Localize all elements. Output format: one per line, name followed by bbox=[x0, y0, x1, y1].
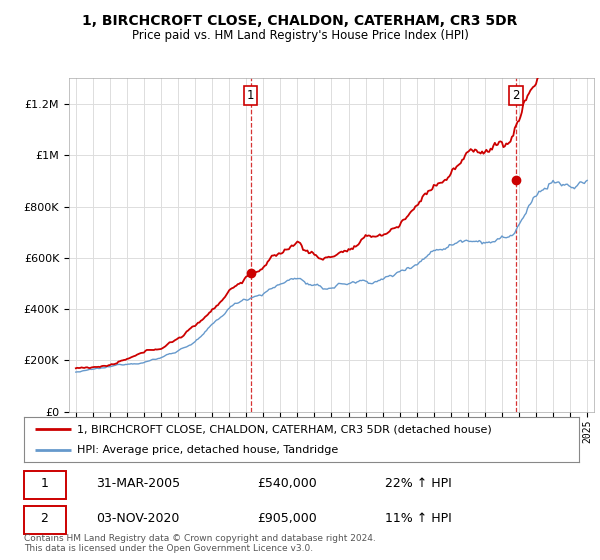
Text: 1, BIRCHCROFT CLOSE, CHALDON, CATERHAM, CR3 5DR: 1, BIRCHCROFT CLOSE, CHALDON, CATERHAM, … bbox=[82, 14, 518, 28]
Text: 03-NOV-2020: 03-NOV-2020 bbox=[96, 512, 179, 525]
Text: 11% ↑ HPI: 11% ↑ HPI bbox=[385, 512, 452, 525]
Text: £905,000: £905,000 bbox=[257, 512, 317, 525]
Text: Contains HM Land Registry data © Crown copyright and database right 2024.
This d: Contains HM Land Registry data © Crown c… bbox=[24, 534, 376, 553]
FancyBboxPatch shape bbox=[24, 506, 65, 534]
Text: 1: 1 bbox=[247, 88, 254, 101]
Text: 1: 1 bbox=[41, 477, 49, 490]
Text: 22% ↑ HPI: 22% ↑ HPI bbox=[385, 477, 452, 490]
Text: 31-MAR-2005: 31-MAR-2005 bbox=[96, 477, 180, 490]
Text: 2: 2 bbox=[512, 88, 520, 101]
Text: 2: 2 bbox=[41, 512, 49, 525]
Text: £540,000: £540,000 bbox=[257, 477, 317, 490]
Text: 1, BIRCHCROFT CLOSE, CHALDON, CATERHAM, CR3 5DR (detached house): 1, BIRCHCROFT CLOSE, CHALDON, CATERHAM, … bbox=[77, 424, 491, 435]
Text: HPI: Average price, detached house, Tandridge: HPI: Average price, detached house, Tand… bbox=[77, 445, 338, 455]
FancyBboxPatch shape bbox=[24, 472, 65, 499]
Text: Price paid vs. HM Land Registry's House Price Index (HPI): Price paid vs. HM Land Registry's House … bbox=[131, 29, 469, 42]
